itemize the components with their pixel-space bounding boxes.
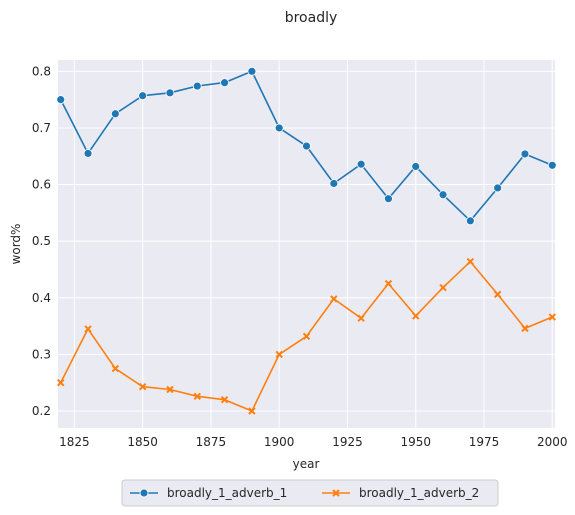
y-tick-label: 0.3 (32, 347, 51, 361)
legend: broadly_1_adverb_1 broadly_1_adverb_2 (122, 480, 498, 506)
x-tick-label: 1900 (264, 435, 295, 449)
y-tick-label: 0.5 (32, 234, 51, 248)
data-point (439, 191, 447, 199)
data-point (111, 110, 119, 118)
data-point (548, 161, 556, 169)
data-point (466, 217, 474, 225)
y-tick-label: 0.6 (32, 178, 51, 192)
data-point (521, 150, 529, 158)
y-tick-label: 0.7 (32, 121, 51, 135)
x-axis-label: year (293, 457, 320, 471)
x-tick-label: 1925 (332, 435, 363, 449)
legend-marker (140, 489, 148, 497)
data-point (84, 149, 92, 157)
data-point (357, 160, 365, 168)
data-point (494, 184, 502, 192)
x-tick-label: 1975 (469, 435, 500, 449)
y-axis-label: word% (9, 224, 23, 265)
data-point (384, 195, 392, 203)
data-point (412, 162, 420, 170)
x-tick-label: 1825 (59, 435, 90, 449)
x-axis-ticks: 1825 1850 1875 1900 1925 1950 1975 2000 (59, 435, 567, 449)
data-point (57, 96, 65, 104)
plot-area (58, 60, 555, 428)
y-tick-label: 0.8 (32, 64, 51, 78)
y-axis-ticks: 0.2 0.3 0.4 0.5 0.6 0.7 0.8 (32, 64, 51, 418)
data-point (275, 124, 283, 132)
chart-title: broadly (285, 10, 338, 26)
data-point (139, 92, 147, 100)
x-tick-label: 1850 (127, 435, 158, 449)
data-point (221, 79, 229, 87)
data-point (303, 142, 311, 150)
data-point (248, 67, 256, 75)
x-tick-label: 2000 (537, 435, 568, 449)
legend-label: broadly_1_adverb_1 (167, 486, 287, 500)
data-point (193, 82, 201, 90)
y-tick-label: 0.4 (32, 291, 51, 305)
legend-label: broadly_1_adverb_2 (359, 486, 479, 500)
x-tick-label: 1875 (196, 435, 227, 449)
x-tick-label: 1950 (400, 435, 431, 449)
data-point (166, 89, 174, 97)
data-point (330, 179, 338, 187)
y-tick-label: 0.2 (32, 404, 51, 418)
